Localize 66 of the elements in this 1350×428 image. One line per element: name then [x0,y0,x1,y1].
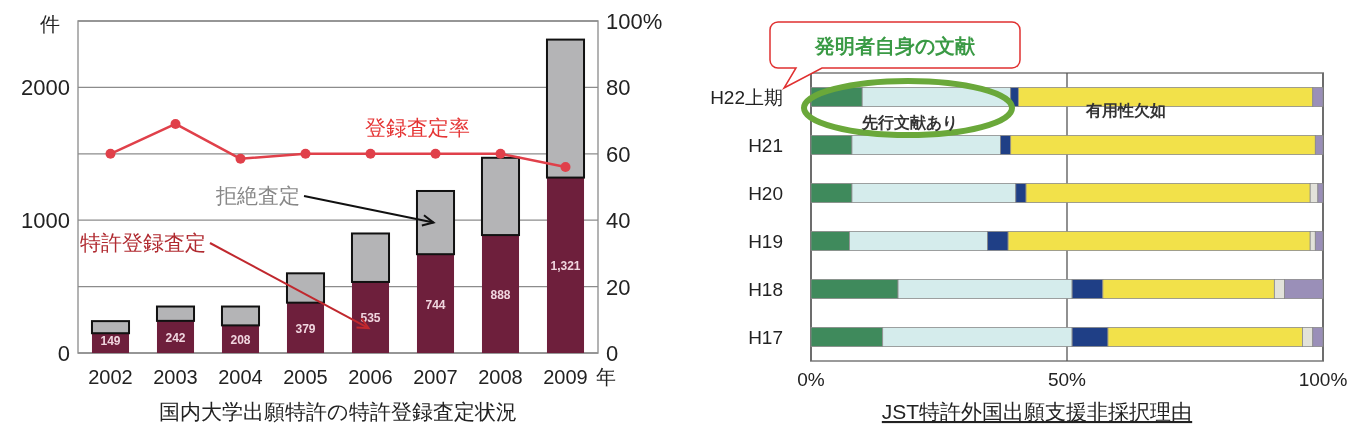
y-tick-label: 0 [57,341,70,366]
y-tick-label: H22上期 [710,87,783,108]
series-label: 発明者自身の文献 [814,35,976,57]
y-tick-label: 2000 [21,75,70,101]
y-axis-title: 件 [40,13,60,35]
bar [545,38,586,179]
bar [155,305,196,322]
bar [220,305,261,327]
series-label: 登録査定率 [365,116,470,139]
y-tick-label: H17 [748,327,783,348]
bar [286,302,325,353]
bar [350,232,391,283]
bar [415,189,456,256]
y-tick-label: H20 [748,183,783,204]
x-tick-label: 2004 [218,366,263,388]
text: JST特許外国出願支援非採択理由 [881,400,1193,423]
text: 国内大学出願特許の特許登録査定状況 [159,400,517,423]
bar [480,156,521,237]
x-tick-label: 2006 [348,366,393,388]
bar [351,281,390,353]
point [430,148,441,159]
point [105,148,116,159]
bar [1314,231,1324,251]
x-tick-label: 2002 [88,366,133,388]
y2-tick-label: 0 [606,341,619,366]
text: 特許登録査定 [80,231,206,254]
x-tick-label: 0% [797,369,825,390]
data-label: 888 [490,288,511,303]
series-label: 先行文献あり [861,114,958,132]
y2-tick-label: 40 [606,208,631,234]
point [560,162,571,173]
y2-tick-label: 80 [606,75,631,101]
data-label: 744 [425,297,446,312]
x-tick-label: 100% [1298,369,1348,390]
y-tick-label: H21 [748,135,783,156]
y-tick-label: 1000 [21,208,70,234]
y-tick-label: H19 [748,231,783,252]
bar [416,254,455,353]
data-label: 242 [165,330,186,345]
x-tick-label: 2005 [283,366,328,388]
y-tick-label: H18 [748,279,783,300]
data-label: 535 [360,311,381,326]
point [365,148,376,159]
data-label: 208 [230,333,251,348]
x-tick-label: 2003 [153,366,198,388]
bar [90,320,131,335]
point [170,118,181,129]
point [495,148,506,159]
y2-tick-label: 60 [606,141,631,167]
y2-tick-label: 20 [606,274,631,300]
data-label: 379 [295,321,316,336]
x-tick-label: 50% [1047,369,1087,390]
x-tick-label: 2008 [478,366,523,388]
y2-tick-label: 100% [606,9,663,34]
point [300,148,311,159]
data-label: 149 [100,334,121,348]
x-tick-label: 2009 [543,366,588,388]
bar [546,177,585,353]
bar [481,235,520,353]
data-label: 1,321 [550,259,581,274]
text: 拒絶査定 [215,184,300,207]
point [235,153,246,164]
x-tick-label: 2007 [413,366,458,388]
series-label: 有用性欠如 [1084,102,1166,119]
x-axis-title: 年 [595,366,616,388]
bar [285,272,326,304]
